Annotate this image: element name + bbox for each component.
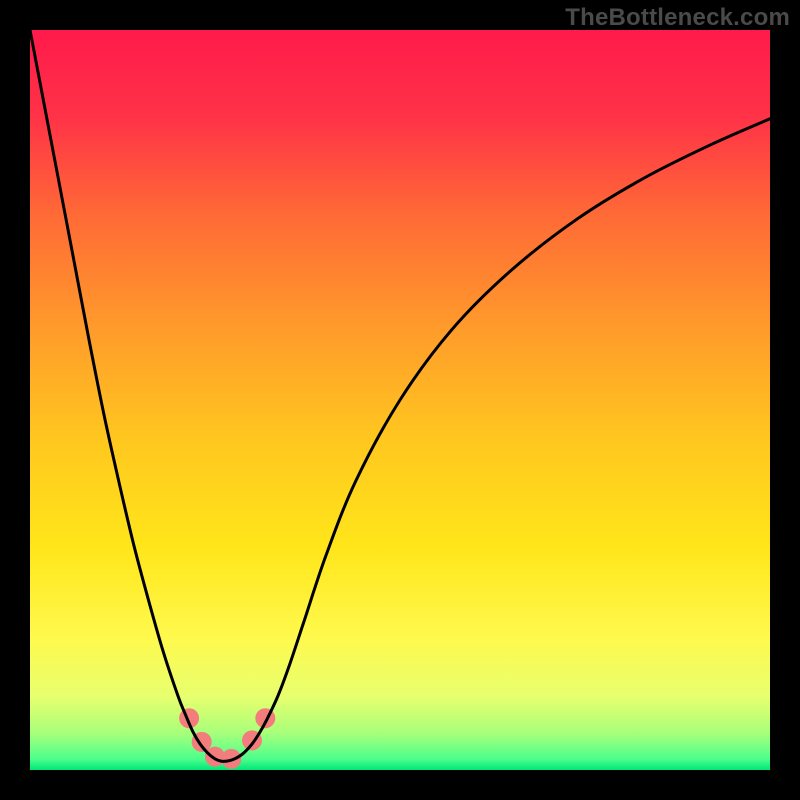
figure-root: TheBottleneck.com [0,0,800,800]
watermark-text: TheBottleneck.com [565,4,790,32]
curve-path [30,30,770,761]
plot-area [30,30,770,770]
bottleneck-curve [30,30,770,770]
